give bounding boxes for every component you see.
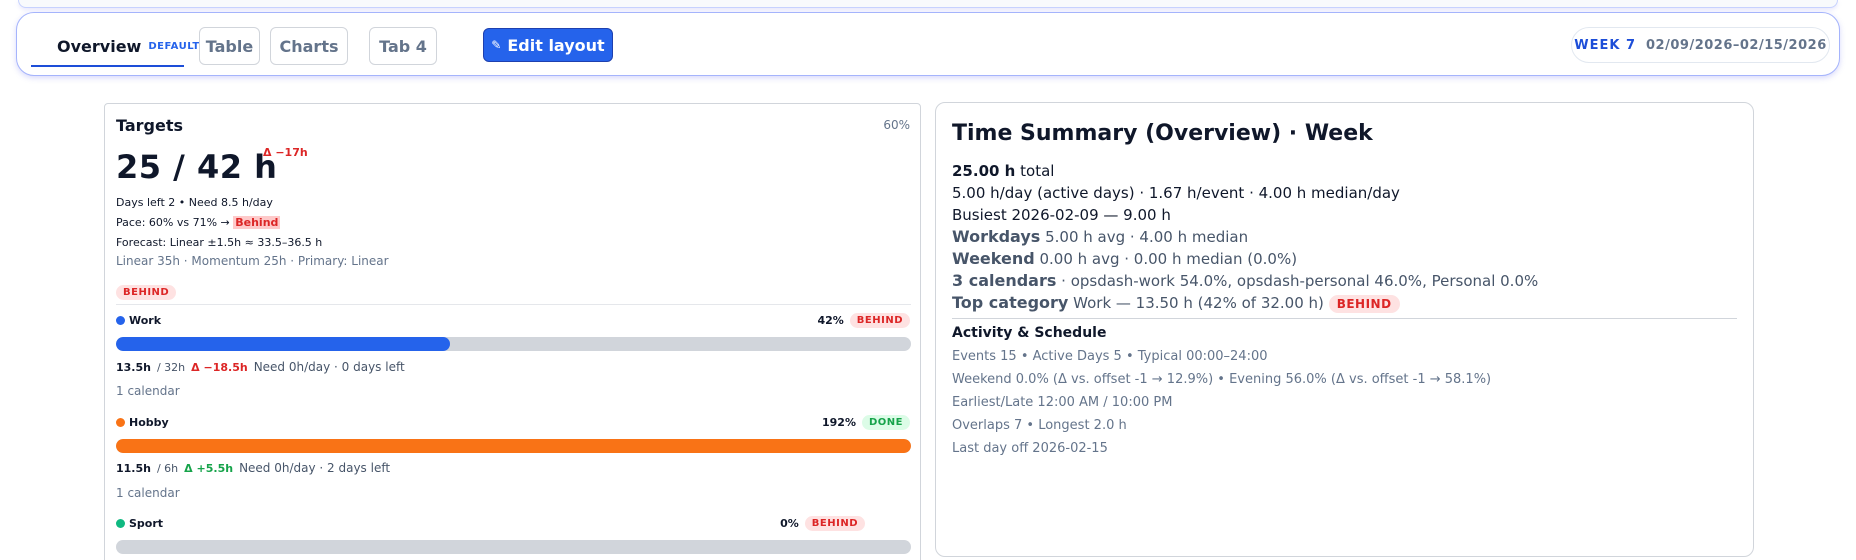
pace-line: Pace: 60% vs 71% → Behind [116,216,281,229]
activity-line: Events 15 • Active Days 5 • Typical 00:0… [952,349,1268,364]
category-hobby-name: Hobby [116,416,169,429]
sport-color-dot [116,519,125,528]
days-left: Days left 2 • Need 8.5 h/day [116,196,273,209]
category-sport-name: Sport [116,517,163,530]
hobby-details: 11.5h / 6h Δ +5.5h Need 0h/day · 2 days … [116,461,390,475]
activity-line: Overlaps 7 • Longest 2.0 h [952,418,1127,433]
work-percent: 42% [817,314,844,327]
targets-total: 25 / 42 h [116,148,278,186]
default-badge: DEFAULT [148,40,200,52]
dashboard-toolbar: Overview DEFAULT Table Charts Tab 4 ✎ Ed… [16,12,1840,76]
hobby-progress-bar [116,439,911,453]
tab-charts[interactable]: Charts [270,27,348,65]
top-category-value: Work — 13.50 h (42% of 32.00 h) [1073,294,1324,312]
summary-rates: 5.00 h/day (active days) · 1.67 h/event … [952,184,1400,202]
pace-text: Pace: 60% vs 71% → [116,216,230,229]
activity-title: Activity & Schedule [952,325,1107,341]
work-calendars: 1 calendar [116,384,180,398]
forecast-line: Forecast: Linear ±1.5h ≈ 33.5–36.5 h [116,236,323,249]
workdays-label: Workdays [952,227,1041,246]
category-hobby-meta: 192% DONE [822,415,910,430]
targets-divider [116,304,911,305]
total-hours: 25.00 h [952,162,1016,180]
summary-title: Time Summary (Overview) · Week [952,121,1373,146]
category-work-name: Work [116,314,161,327]
targets-percent: 60% [883,118,910,132]
work-delta: Δ −18.5h [191,361,248,374]
targets-status-container: BEHIND [116,280,177,300]
targets-title: Targets [116,116,184,135]
edit-layout-label: Edit layout [507,35,605,55]
activity-line: Last day off 2026-02-15 [952,441,1108,456]
hobby-need: Need 0h/day · 2 days left [239,461,391,475]
tab-4[interactable]: Tab 4 [369,27,437,65]
work-label: Work [129,314,162,327]
work-done-hours: 13.5h [116,361,151,374]
total-label: total [1020,162,1055,180]
hobby-progress-fill [116,439,911,453]
summary-busiest: Busiest 2026-02-09 — 9.00 h [952,206,1171,224]
hobby-percent: 192% [822,416,856,429]
work-color-dot [116,316,125,325]
tab-overview[interactable]: Overview DEFAULT [31,27,199,67]
sport-label: Sport [129,517,164,530]
hobby-calendars: 1 calendar [116,486,180,500]
calendars-label: 3 calendars [952,271,1057,290]
week-range-pill[interactable]: WEEK 7 02/09/2026–02/15/2026 [1571,27,1830,63]
edit-layout-button[interactable]: ✎ Edit layout [483,28,613,62]
summary-total: 25.00 h total [952,162,1054,180]
weekend-value: 0.00 h avg · 0.00 h median (0.0%) [1039,250,1298,268]
category-sport-meta: 0% BEHIND [780,516,865,531]
week-date-range: 02/09/2026–02/15/2026 [1646,37,1827,53]
summary-divider [952,318,1737,319]
category-work-meta: 42% BEHIND [817,313,910,328]
weekend-label: Weekend [952,249,1035,268]
tab-table[interactable]: Table [199,27,260,65]
targets-status-badge: BEHIND [116,285,177,300]
work-target-hours: / 32h [156,361,186,374]
sport-percent: 0% [780,517,799,530]
hobby-delta: Δ +5.5h [184,462,234,475]
work-status-badge: BEHIND [849,313,910,328]
tab-charts-label: Charts [279,36,339,56]
tab-4-label: Tab 4 [379,36,427,56]
hobby-target-hours: / 6h [156,462,179,475]
targets-card: Targets 60% 25 / 42 h Δ −17h Days left 2… [104,103,921,560]
activity-line: Earliest/Late 12:00 AM / 10:00 PM [952,395,1173,410]
activity-line: Weekend 0.0% (Δ vs. offset -1 → 12.9%) •… [952,372,1492,387]
hobby-label: Hobby [129,416,169,429]
pace-status: Behind [233,216,281,229]
previous-panel-edge [18,0,1838,8]
top-category-status-badge: BEHIND [1328,295,1400,313]
pencil-icon: ✎ [491,38,502,52]
week-number: WEEK 7 [1574,37,1637,53]
workdays-value: 5.00 h avg · 4.00 h median [1045,228,1249,246]
summary-calendars: 3 calendars · opsdash-work 54.0%, opsdas… [952,271,1538,290]
hobby-color-dot [116,418,125,427]
tab-table-label: Table [205,36,254,56]
sport-status-badge: BEHIND [804,516,865,531]
summary-top-category: Top category Work — 13.50 h (42% of 32.0… [952,293,1400,313]
work-progress-bar [116,337,911,351]
hobby-done-hours: 11.5h [116,462,151,475]
hobby-status-badge: DONE [861,415,910,430]
sport-progress-bar [116,540,911,554]
forecast-models: Linear 35h · Momentum 25h · Primary: Lin… [116,254,389,268]
top-category-label: Top category [952,293,1069,312]
work-need: Need 0h/day · 0 days left [253,360,405,374]
work-progress-fill [116,337,450,351]
calendars-value: · opsdash-work 54.0%, opsdash-personal 4… [1061,272,1539,290]
summary-weekend: Weekend 0.00 h avg · 0.00 h median (0.0%… [952,249,1297,268]
work-details: 13.5h / 32h Δ −18.5h Need 0h/day · 0 day… [116,360,405,374]
summary-workdays: Workdays 5.00 h avg · 4.00 h median [952,227,1248,246]
tab-overview-label: Overview [57,36,142,56]
targets-delta: Δ −17h [263,146,308,159]
time-summary-card: Time Summary (Overview) · Week 25.00 h t… [935,102,1754,557]
